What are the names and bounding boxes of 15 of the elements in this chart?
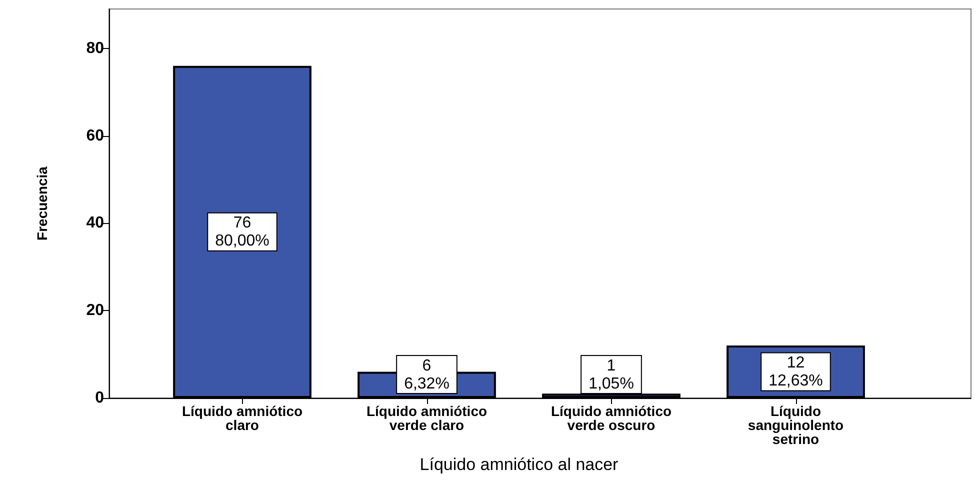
data-label: 1 1,05%	[588, 358, 634, 392]
y-axis-title: Frecuencia	[34, 166, 50, 240]
y-tick-label: 60	[86, 127, 104, 144]
y-tick-label: 80	[86, 40, 104, 57]
y-tick-label: 0	[95, 390, 104, 406]
y-tick-label: 40	[86, 214, 104, 232]
x-tick-label: Líquido sanguinolento setrino	[748, 403, 844, 447]
data-label: 12 12,63%	[768, 354, 823, 390]
x-tick-label: Líquido amniótico verde claro	[366, 403, 488, 433]
x-axis-title: Líquido amniótico al nacer	[420, 455, 619, 474]
x-tick-label: Líquido amniótico verde oscuro	[550, 403, 672, 433]
data-label: 76 80,00%	[215, 214, 270, 250]
y-tick-label: 20	[86, 302, 104, 320]
data-label: 6 6,32%	[404, 358, 450, 392]
x-tick-label: Líquido amniótico claro	[182, 403, 303, 433]
